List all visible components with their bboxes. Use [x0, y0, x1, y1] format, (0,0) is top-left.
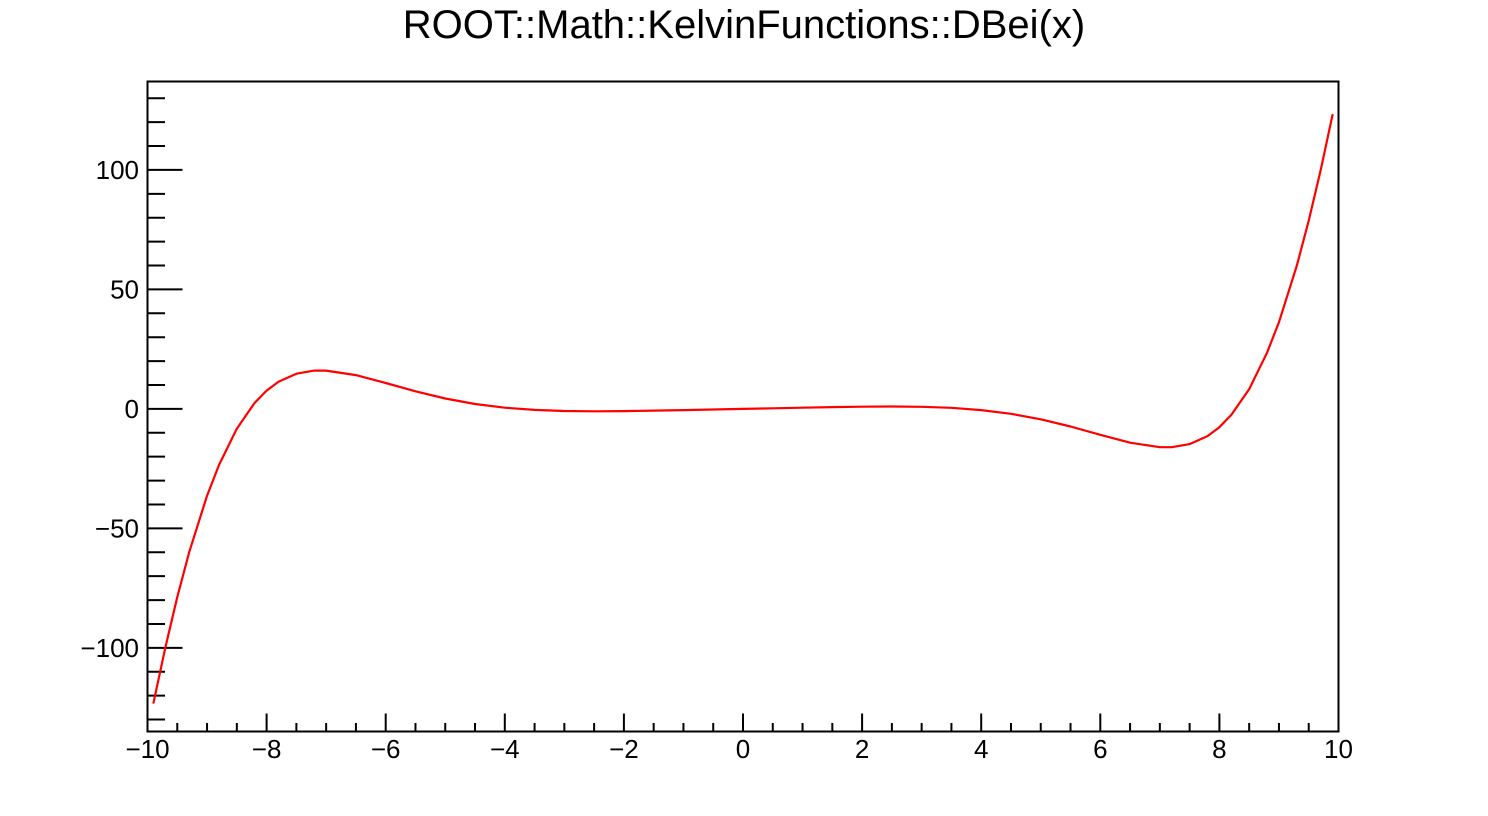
x-tick-label: 0	[736, 734, 750, 764]
x-tick-label: 10	[1324, 734, 1353, 764]
y-tick-label: −50	[95, 513, 139, 543]
plot-frame	[146, 80, 1340, 733]
x-tick-label: 8	[1212, 734, 1226, 764]
x-tick-label: −6	[371, 734, 401, 764]
x-tick-label: 4	[974, 734, 988, 764]
x-tick-label: 6	[1093, 734, 1107, 764]
x-tick-label: −2	[609, 734, 639, 764]
function-curve	[152, 113, 1334, 704]
y-tick-label: 100	[96, 155, 139, 185]
chart-title: ROOT::Math::KelvinFunctions::DBei(x)	[402, 3, 1086, 47]
y-tick-label: 50	[110, 274, 139, 304]
x-tick-label: −8	[252, 734, 282, 764]
x-tick-label: 2	[855, 734, 869, 764]
x-tick-label: −10	[125, 734, 169, 764]
y-tick-label: −100	[80, 633, 139, 663]
y-tick-label: 0	[125, 394, 139, 424]
x-tick-label: −4	[490, 734, 520, 764]
